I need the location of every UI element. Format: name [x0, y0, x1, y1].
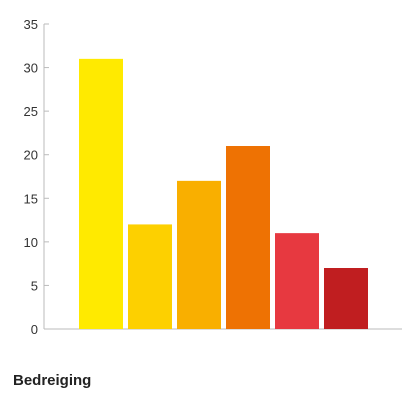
y-tick-label: 10	[24, 235, 38, 250]
bar	[79, 58, 123, 329]
y-axis: 0 5 10 15 20 25 30 35	[24, 17, 49, 337]
bar	[226, 146, 270, 329]
y-tick-label: 30	[24, 61, 38, 76]
bar-chart: 0 5 10 15 20 25 30 35	[24, 17, 402, 337]
y-tick-label: 20	[24, 148, 38, 163]
y-tick-label: 15	[24, 191, 38, 206]
y-tick-label: 25	[24, 104, 38, 119]
chart-title: Bedreiging	[13, 372, 92, 389]
y-tick-label: 0	[31, 322, 38, 337]
bar	[324, 268, 368, 329]
bar	[177, 180, 221, 329]
bar	[128, 224, 172, 329]
bar	[275, 233, 319, 329]
y-tick-label: 5	[31, 278, 38, 293]
y-tick-label: 35	[24, 17, 38, 32]
bars	[79, 58, 368, 329]
